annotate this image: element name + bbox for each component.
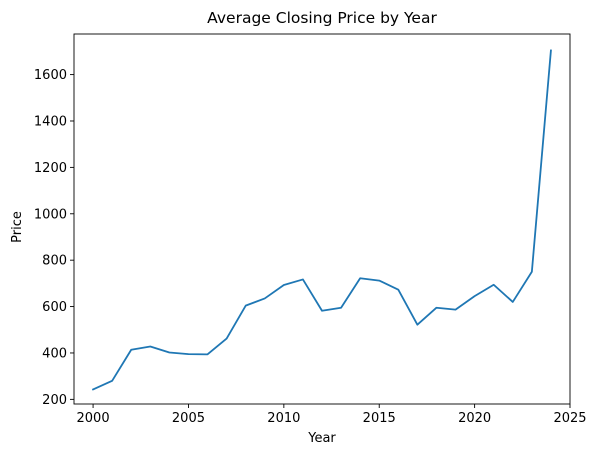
y-tick-label: 1400 (34, 114, 67, 129)
y-axis-label: Price (10, 211, 25, 243)
axes-frame (73, 33, 571, 405)
y-tick-label: 400 (42, 346, 67, 361)
series-line-0 (91, 49, 552, 391)
y-tick-label: 1600 (34, 68, 67, 83)
x-tick-label: 2000 (77, 411, 110, 426)
y-tick-label: 200 (42, 393, 67, 408)
x-tick-label: 2005 (172, 411, 205, 426)
plot-area: 2000 2005 2010 2015 2020 2025 200 400 600 800 1000… (34, 33, 587, 426)
x-axis-label: Year (307, 431, 336, 446)
y-tick-label: 1000 (34, 207, 67, 222)
x-tick-label: 2015 (363, 411, 396, 426)
x-tick-label: 2020 (458, 411, 491, 426)
y-tick-label: 800 (42, 254, 67, 269)
x-tick-label: 2010 (267, 411, 300, 426)
y-tick-label: 600 (42, 300, 67, 315)
x-tick-label: 2025 (553, 411, 586, 426)
y-tick-label: 1200 (34, 161, 67, 176)
chart-title: Average Closing Price by Year (207, 9, 437, 27)
